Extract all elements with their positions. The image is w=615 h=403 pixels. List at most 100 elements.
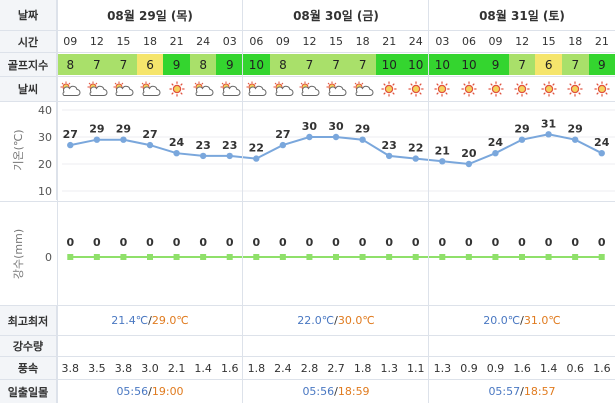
temperature-point (93, 136, 101, 143)
hour-cell: 03 (435, 35, 450, 48)
temperature-point (518, 136, 526, 143)
sun-icon (376, 77, 403, 101)
precipitation-point (226, 254, 233, 260)
wind-cell: 2.1 (167, 361, 186, 375)
golf-index-cell: 7 (110, 54, 137, 75)
wind-cell: 0.6 (566, 361, 585, 375)
golf-index-cell: 8 (189, 54, 217, 75)
wind-cell: 1.8 (247, 361, 266, 375)
wind-cell: 1.3 (433, 361, 452, 375)
wind-cell: 3.8 (114, 361, 133, 375)
wind-cell: 2.4 (274, 361, 292, 375)
temperature-data-label: 30 (302, 120, 318, 133)
precipitation-data-label: 0 (252, 236, 260, 249)
day-header-1: 08월 29일 (목) (107, 8, 193, 23)
day-header-2: 08월 30일 (금) (293, 8, 379, 23)
hour-cell: 18 (568, 35, 583, 48)
hour-cell: 21 (169, 35, 184, 48)
hour-cell: 06 (461, 35, 476, 48)
temperature-point (146, 141, 154, 149)
partly-cloudy-icon (323, 77, 350, 101)
min-max-label: 최고최저 (0, 306, 57, 335)
temperature-data-label: 21 (435, 144, 450, 157)
precipitation-chart: 강수(mm) 0 0 0 0 0 0 0 0 0 0 0 0 0 0 0 0 0 0 0 0 0 0 (12, 229, 606, 279)
partly-cloudy-icon (296, 77, 323, 101)
temperature-data-label: 20 (461, 147, 477, 160)
precipitation-point (173, 254, 180, 260)
temperature-point (306, 133, 313, 141)
golf-index-cell: 7 (561, 54, 589, 75)
golf-index-cell: 6 (136, 54, 164, 75)
temperature-point (359, 136, 366, 143)
partly-cloudy-icon (190, 77, 217, 101)
temperature-axis-label: 기온(℃) (12, 129, 25, 170)
temperature-data-label: 23 (381, 139, 396, 152)
temperature-data-label: 24 (169, 136, 185, 149)
day-header-3: 08월 31일 (토) (479, 8, 565, 23)
temperature-data-label: 31 (541, 117, 556, 130)
precipitation-point (572, 254, 579, 260)
time-row: 시간 09 12 15 18 21 24 03 06 09 12 15 18 21 24 03 06 09 12 1… (0, 31, 615, 52)
golf-index-cell: 10 (402, 54, 430, 75)
temperature-data-label: 27 (142, 128, 157, 141)
temperature-data-label: 29 (567, 123, 582, 136)
temperature-point (412, 155, 419, 162)
golf-index-cell: 10 (455, 54, 483, 75)
precipitation-point (439, 254, 446, 260)
precipitation-point (67, 254, 74, 260)
golf-index-cell: 7 (508, 54, 536, 75)
hour-cell: 06 (249, 35, 264, 48)
hour-cell: 18 (143, 35, 158, 48)
partly-cloudy-icon (216, 77, 243, 101)
wind-cell: 1.3 (380, 361, 398, 375)
temperature-point (598, 150, 605, 157)
hour-cell: 18 (355, 35, 370, 48)
wind-cell: 1.6 (593, 361, 611, 375)
precipitation-point (359, 254, 366, 260)
wind-cell: 3.8 (61, 361, 80, 375)
precipitation-data-label: 0 (146, 236, 154, 249)
hour-cell: 12 (515, 35, 530, 48)
wind-cell: 1.4 (194, 361, 212, 375)
temperature-data-label: 29 (116, 123, 131, 136)
golf-index-cell: 9 (216, 54, 244, 75)
precipitation-point (492, 254, 499, 260)
precipitation-point (253, 254, 260, 260)
temperature-data-label: 30 (328, 120, 344, 133)
temperature-point (226, 152, 233, 160)
temperature-point (439, 158, 446, 165)
time-label: 시간 (0, 31, 57, 52)
precip-amount-label: 강수량 (0, 336, 57, 356)
golf-index-cell: 8 (269, 54, 297, 75)
golf-index-cell: 10 (243, 54, 270, 75)
partly-cloudy-icon (349, 77, 376, 101)
golf-index-label: 골프지수 (0, 53, 57, 76)
precipitation-point (598, 254, 605, 260)
temperature-point (253, 155, 260, 162)
hour-cell: 15 (116, 35, 131, 48)
precipitation-data-label: 0 (279, 236, 287, 249)
temperature-point (465, 160, 473, 168)
wind-cell: 1.1 (407, 361, 425, 375)
y-tick-label: 40 (38, 104, 52, 117)
y-tick-label: 30 (38, 131, 52, 144)
hour-cell: 21 (382, 35, 397, 48)
sun-icon (535, 77, 562, 101)
precipitation-data-label: 0 (571, 236, 579, 249)
min-max-row: 최고최저 21.4℃/29.0℃ 22.0℃/30.0℃ 20.0℃/31.0℃ (0, 306, 615, 335)
precipitation-point (519, 254, 525, 260)
precipitation-point (200, 254, 207, 260)
partly-cloudy-icon (270, 77, 297, 101)
temperature-point (120, 136, 127, 143)
hour-cell: 15 (329, 35, 344, 48)
wind-cell: 1.4 (539, 361, 558, 375)
temperature-data-label: 22 (249, 142, 264, 155)
precipitation-data-label: 0 (492, 236, 500, 249)
temperature-point (279, 141, 287, 149)
golf-index-cell: 6 (535, 54, 562, 75)
temperature-point (545, 131, 552, 138)
sun-icon (509, 77, 536, 101)
sun-icon (562, 77, 589, 101)
wind-label: 풍속 (0, 357, 57, 379)
wind-cell: 3.5 (88, 361, 106, 375)
